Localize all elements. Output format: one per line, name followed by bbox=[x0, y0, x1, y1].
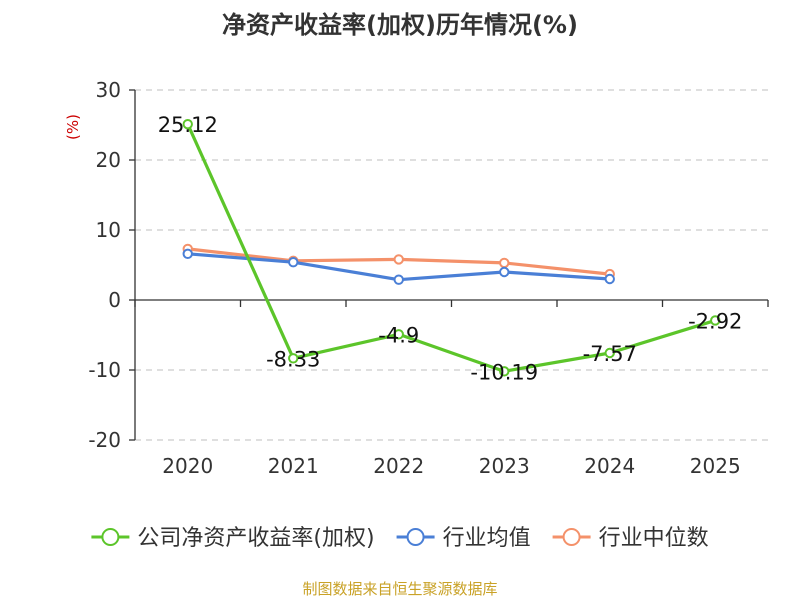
data-point bbox=[499, 366, 510, 377]
legend: 公司净资产收益率(加权) 行业均值 行业中位数 bbox=[91, 526, 709, 551]
y-axis-ticks: 30 20 10 0 -10 -20 bbox=[88, 78, 135, 452]
data-point bbox=[288, 257, 299, 268]
y-tick-label: 20 bbox=[96, 148, 121, 172]
data-point bbox=[182, 118, 193, 130]
series-1 bbox=[182, 248, 615, 285]
y-axis-unit-label: (%) bbox=[64, 114, 82, 140]
x-tick-label: 2025 bbox=[690, 454, 741, 478]
data-label: 25.12 bbox=[158, 113, 218, 137]
legend-label: 行业均值 bbox=[443, 526, 531, 551]
y-tick-label: 10 bbox=[96, 218, 121, 242]
legend-label: 公司净资产收益率(加权) bbox=[137, 526, 374, 551]
x-tick-label: 2021 bbox=[268, 454, 319, 478]
x-tick-label: 2024 bbox=[584, 454, 635, 478]
data-point bbox=[288, 353, 299, 364]
legend-label: 行业中位数 bbox=[599, 526, 709, 551]
data-point bbox=[710, 315, 721, 326]
series-0 bbox=[182, 118, 721, 377]
data-point bbox=[182, 248, 193, 260]
series-layer bbox=[182, 118, 721, 377]
data-label: -4.9 bbox=[378, 323, 419, 347]
x-tick-label: 2020 bbox=[162, 454, 213, 478]
data-label: -2.92 bbox=[688, 309, 742, 333]
data-point bbox=[499, 266, 510, 278]
data-point bbox=[393, 274, 404, 285]
gridlines bbox=[135, 89, 768, 441]
x-tick-label: 2023 bbox=[479, 454, 530, 478]
data-label: -8.33 bbox=[266, 347, 320, 371]
data-point bbox=[604, 347, 615, 359]
data-point bbox=[393, 254, 404, 265]
data-label: -10.19 bbox=[470, 360, 538, 384]
legend-marker bbox=[101, 528, 120, 546]
legend-marker bbox=[406, 528, 425, 546]
data-point bbox=[604, 273, 615, 285]
source-note: 制图数据来自恒生聚源数据库 bbox=[302, 580, 497, 598]
chart-title: 净资产收益率(加权)历年情况(%) bbox=[222, 11, 578, 39]
y-tick-label: 30 bbox=[96, 78, 121, 102]
legend-item: 公司净资产收益率(加权) bbox=[91, 526, 375, 551]
legend-item: 行业中位数 bbox=[552, 526, 709, 551]
data-label: -7.57 bbox=[583, 342, 637, 366]
x-axis-ticks: 2020 2021 2022 2023 2024 2025 bbox=[134, 300, 769, 478]
y-tick-label: 0 bbox=[108, 288, 121, 312]
axes bbox=[134, 90, 768, 440]
data-point bbox=[393, 329, 404, 340]
legend-marker bbox=[562, 528, 581, 546]
series-line bbox=[186, 123, 716, 373]
data-labels: 25.12 -8.33 -4.9 -10.19 -7.57 -2.92 bbox=[158, 113, 743, 384]
y-tick-label: -10 bbox=[88, 358, 121, 382]
data-point bbox=[499, 257, 510, 269]
legend-item: 行业均值 bbox=[396, 526, 531, 551]
y-tick-label: -20 bbox=[88, 428, 121, 452]
x-tick-label: 2022 bbox=[373, 454, 424, 478]
